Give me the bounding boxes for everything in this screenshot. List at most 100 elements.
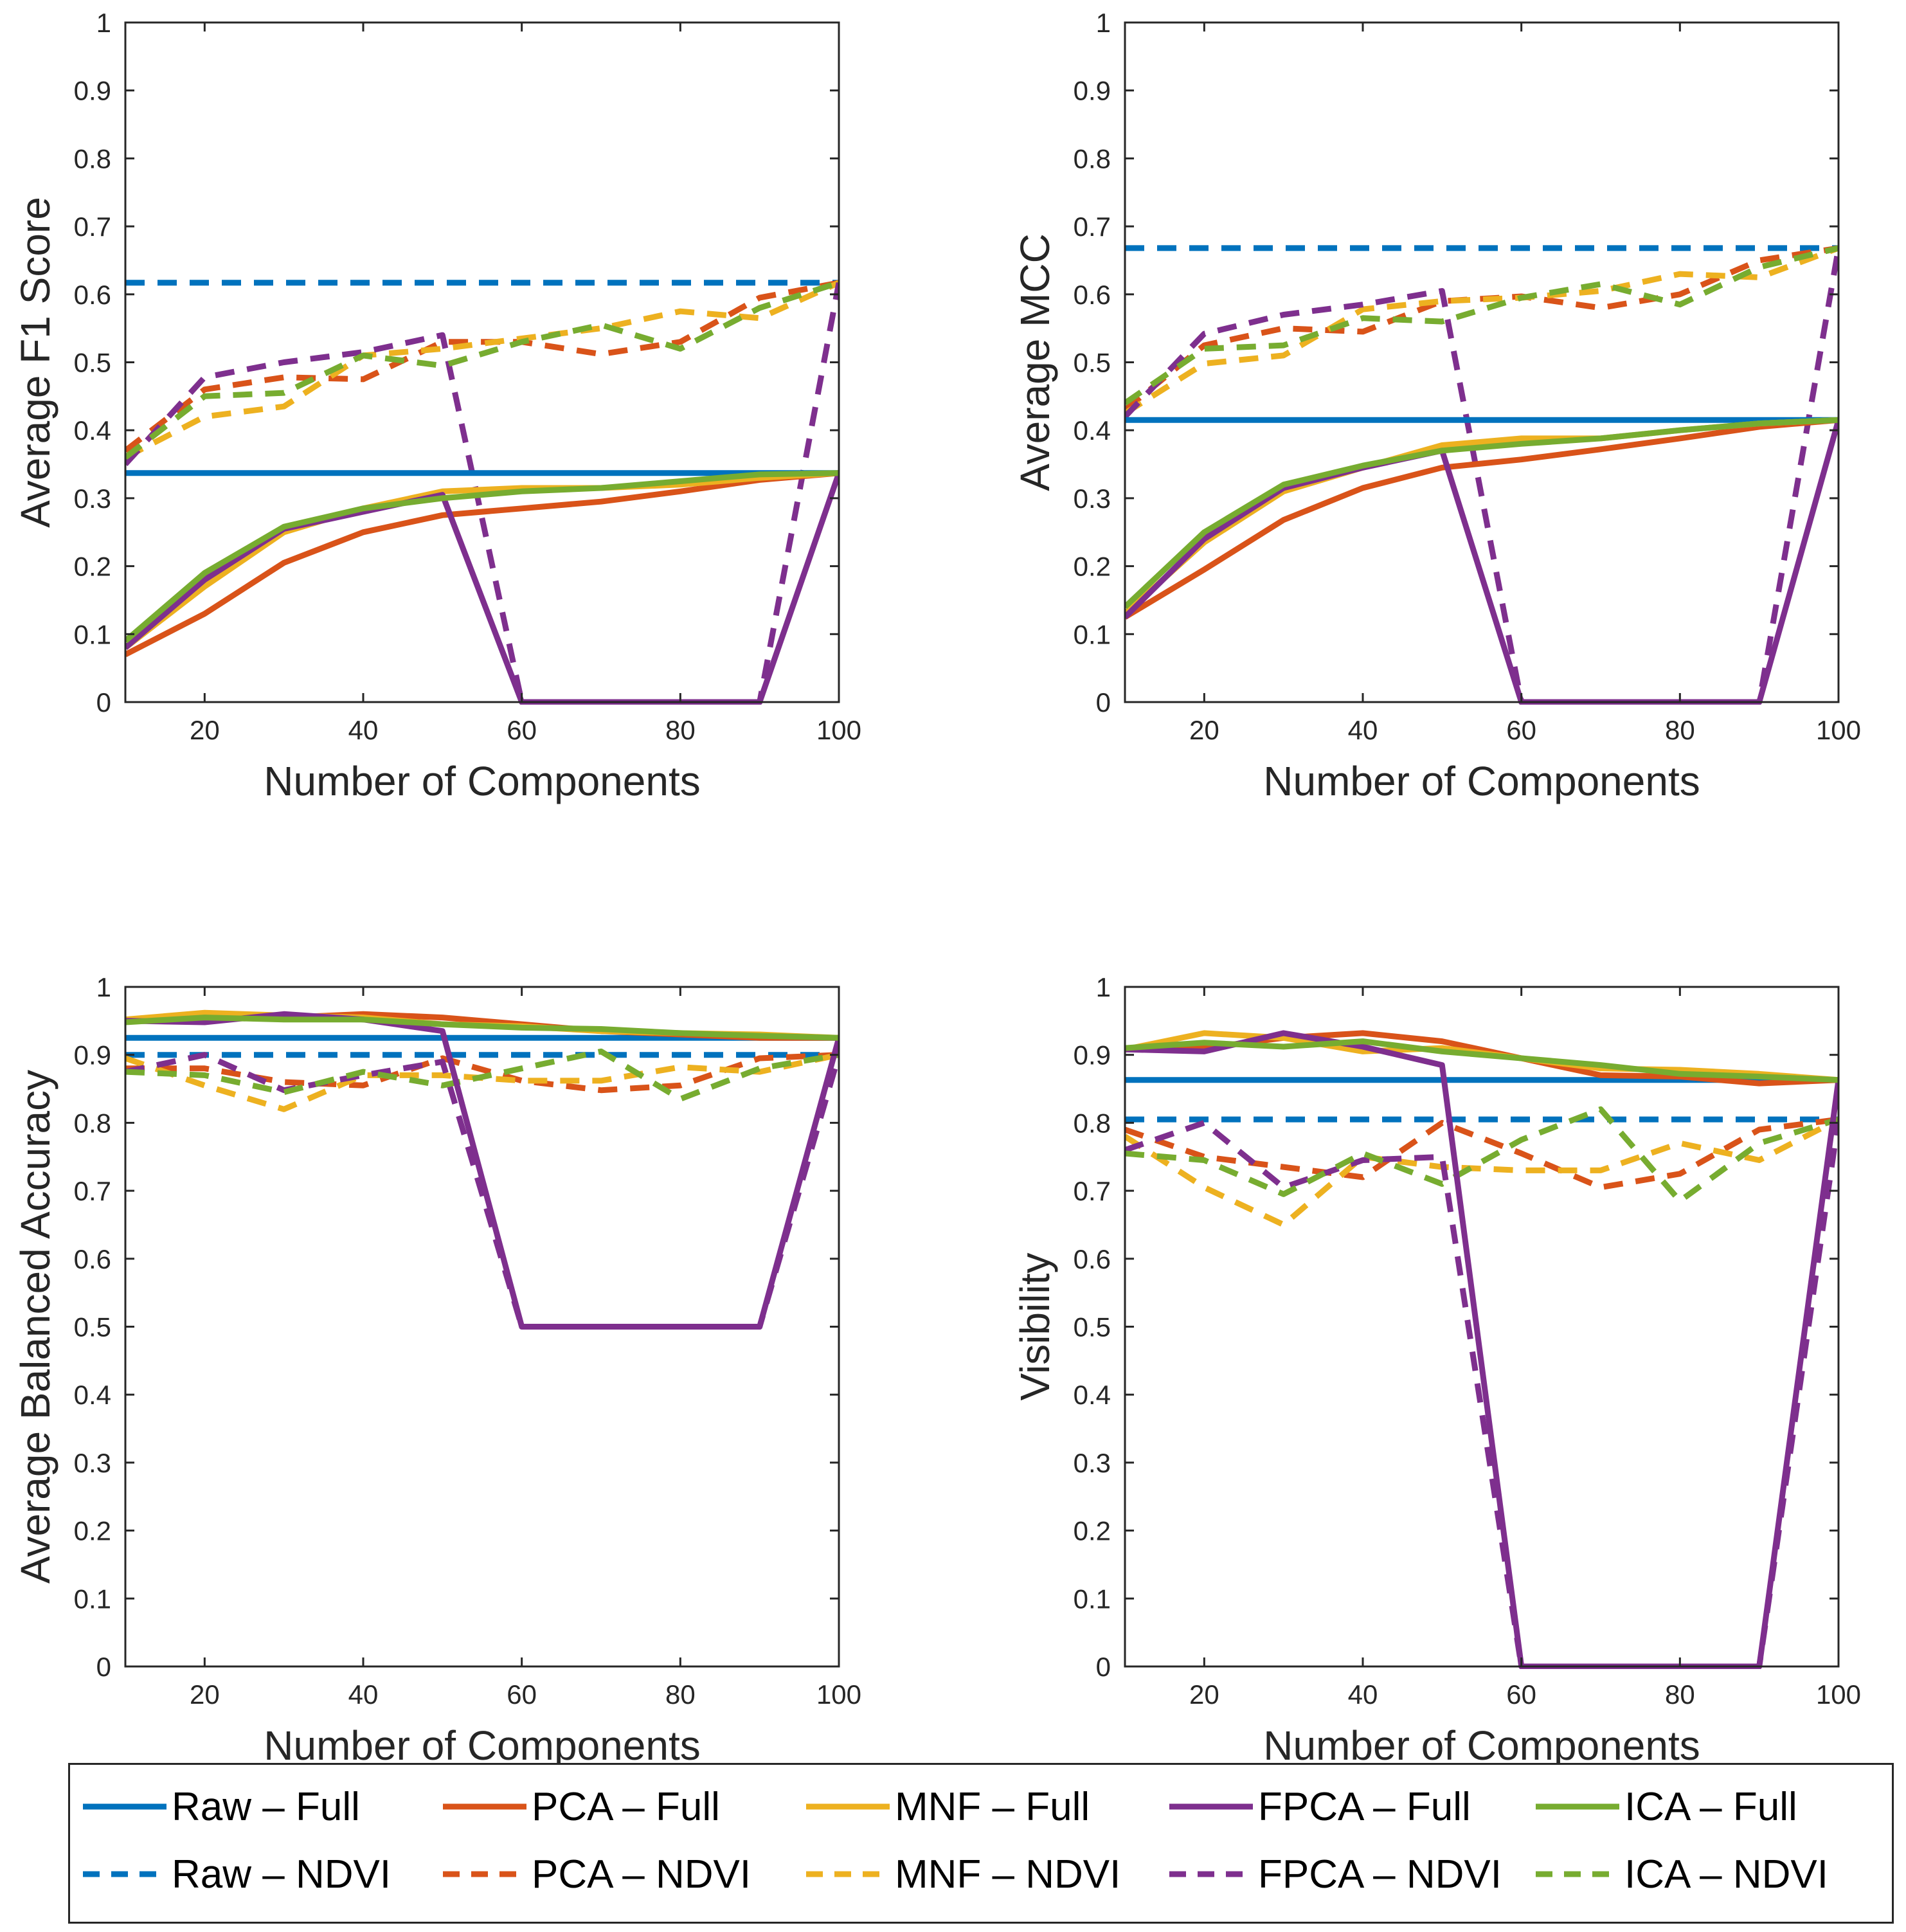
- y-tick-label: 0.5: [1074, 1312, 1111, 1342]
- y-tick-label: 0.3: [1074, 483, 1111, 514]
- y-tick-label: 1: [1096, 972, 1111, 1002]
- x-tick-label: 40: [1348, 1679, 1378, 1710]
- x-tick-label: 60: [507, 1679, 537, 1710]
- x-tick-label: 20: [1189, 1679, 1219, 1710]
- legend-swatch: [1536, 1871, 1619, 1877]
- y-axis-label: Average F1 Score: [12, 197, 58, 528]
- y-tick-label: 0.5: [1074, 348, 1111, 378]
- x-axis-label: Number of Components: [1263, 1722, 1700, 1769]
- series-line-ica-ndvi: [125, 280, 839, 460]
- y-tick-label: 0.1: [74, 1584, 111, 1614]
- legend-swatch: [1536, 1803, 1619, 1810]
- legend-entry: MNF – NDVI: [800, 1842, 1120, 1906]
- legend-swatch: [83, 1803, 166, 1810]
- legend-entry: Raw – NDVI: [76, 1842, 391, 1906]
- series-line-ica-full: [125, 470, 839, 644]
- legend-label: MNF – NDVI: [895, 1852, 1121, 1897]
- series-line-ica-ndvi: [1125, 1106, 1839, 1204]
- y-tick-label: 0.1: [1074, 619, 1111, 649]
- x-tick-label: 80: [665, 1679, 696, 1710]
- y-tick-label: 1: [1096, 8, 1111, 38]
- chart-3: 0 0.1 0.2 0.3 0.4 0.5 0.6 0.7 0.8 0.9 1 20 40 60 80 100…: [12, 972, 861, 1769]
- y-tick-label: 0.3: [1074, 1448, 1111, 1478]
- legend-label: Raw – Full: [172, 1784, 360, 1829]
- x-tick-label: 80: [665, 715, 696, 745]
- series-line-mnf-full: [125, 470, 839, 650]
- legend-label: MNF – Full: [895, 1784, 1090, 1829]
- series-group: [125, 1009, 839, 1330]
- legend-label: FPCA – Full: [1258, 1784, 1471, 1829]
- chart-2: 0 0.1 0.2 0.3 0.4 0.5 0.6 0.7 0.8 0.9 1 20 40 60 80 100…: [1012, 8, 1861, 804]
- legend-label: Raw – NDVI: [172, 1852, 391, 1897]
- y-tick-label: 0.2: [1074, 552, 1111, 582]
- plot-area: [1125, 987, 1839, 1666]
- y-tick-label: 0.9: [1074, 1040, 1111, 1070]
- y-tick-label: 0.8: [74, 1108, 111, 1138]
- legend-swatch: [806, 1803, 890, 1810]
- legend-entry: PCA – NDVI: [436, 1842, 751, 1906]
- y-tick-label: 0.8: [1074, 143, 1111, 174]
- series-line-ica-full: [125, 1015, 839, 1041]
- y-tick-label: 0.5: [74, 1312, 111, 1342]
- y-tick-label: 0.3: [74, 1448, 111, 1478]
- y-tick-label: 0.6: [1074, 280, 1111, 310]
- x-tick-label: 20: [1189, 715, 1219, 745]
- y-tick-label: 0.2: [1074, 1516, 1111, 1546]
- y-tick-label: 0: [96, 1652, 111, 1682]
- y-tick-label: 0.7: [74, 1176, 111, 1206]
- x-axis-label: Number of Components: [1263, 758, 1700, 804]
- x-tick-label: 80: [1665, 715, 1695, 745]
- legend-label: PCA – NDVI: [532, 1852, 751, 1897]
- x-tick-label: 40: [1348, 715, 1378, 745]
- x-tick-label: 20: [190, 1679, 220, 1710]
- legend-swatch: [1169, 1871, 1253, 1877]
- y-tick-label: 0.9: [74, 1040, 111, 1070]
- x-tick-label: 40: [348, 715, 379, 745]
- y-tick-label: 0.7: [1074, 1176, 1111, 1206]
- series-line-mnf-ndvi: [125, 280, 839, 460]
- legend-entry: MNF – Full: [800, 1774, 1090, 1839]
- y-tick-label: 0.7: [1074, 212, 1111, 242]
- series-line-mnf-ndvi: [1125, 245, 1839, 416]
- legend-swatch: [1169, 1803, 1253, 1810]
- y-axis-label: Average Balanced Accuracy: [12, 1070, 58, 1584]
- series-line-ica-full: [1125, 1038, 1839, 1083]
- x-tick-label: 60: [1506, 1679, 1536, 1710]
- legend-swatch: [443, 1871, 526, 1877]
- y-tick-label: 0.4: [1074, 415, 1111, 446]
- y-tick-label: 0.1: [74, 619, 111, 649]
- series-line-pca-ndvi: [1125, 245, 1839, 412]
- y-tick-label: 0.5: [74, 348, 111, 378]
- y-tick-label: 1: [96, 972, 111, 1002]
- chart-1: 0 0.1 0.2 0.3 0.4 0.5 0.6 0.7 0.8 0.9 1 20 40 60 80 100…: [12, 8, 861, 804]
- x-tick-label: 100: [816, 1679, 861, 1710]
- x-tick-label: 100: [816, 715, 861, 745]
- series-line-pca-full: [1125, 417, 1839, 620]
- series-line-mnf-ndvi: [1125, 1117, 1839, 1228]
- y-tick-label: 0.9: [74, 76, 111, 106]
- series-line-ica-ndvi: [1125, 245, 1839, 406]
- y-tick-label: 0.9: [1074, 76, 1111, 106]
- legend-label: PCA – Full: [532, 1784, 720, 1829]
- y-tick-label: 0: [96, 687, 111, 718]
- series-line-pca-ndvi: [125, 280, 839, 453]
- y-tick-label: 0.4: [1074, 1380, 1111, 1410]
- y-tick-label: 0.2: [74, 552, 111, 582]
- y-tick-label: 0.6: [74, 1244, 111, 1274]
- legend-swatch: [443, 1803, 526, 1810]
- y-tick-label: 0.6: [1074, 1244, 1111, 1274]
- x-tick-label: 100: [1816, 1679, 1861, 1710]
- series-line-pca-ndvi: [125, 1052, 839, 1094]
- x-axis-label: Number of Components: [264, 1722, 700, 1769]
- y-axis-label: Average MCC: [1012, 233, 1058, 491]
- x-tick-label: 40: [348, 1679, 379, 1710]
- legend: Raw – Full PCA – Full MNF – Full FPCA – Ful…: [68, 1763, 1894, 1924]
- y-tick-label: 0.3: [74, 483, 111, 514]
- legend-entry: ICA – Full: [1529, 1774, 1797, 1839]
- series-line-pca-full: [125, 470, 839, 658]
- y-tick-label: 0.6: [74, 280, 111, 310]
- plot-area: [1125, 23, 1839, 702]
- y-tick-label: 0.4: [74, 1380, 111, 1410]
- legend-entry: FPCA – NDVI: [1163, 1842, 1502, 1906]
